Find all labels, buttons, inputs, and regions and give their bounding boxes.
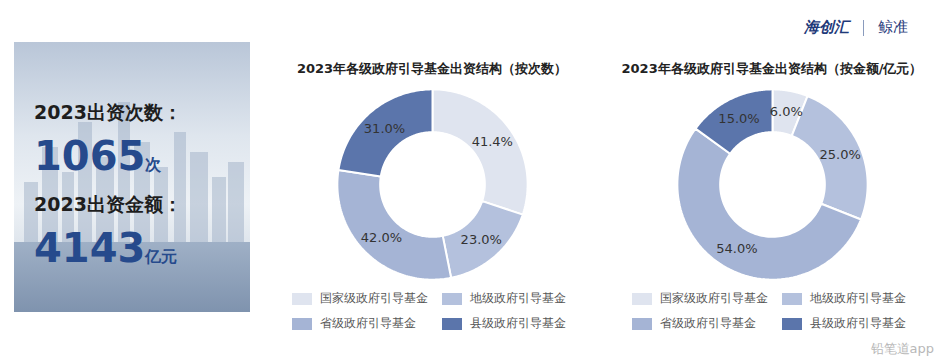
html-text:4143: 4143 [34,225,146,271]
html-text:县级政府引导基金: 县级政府引导基金 [810,316,906,330]
html-text:铅笔道app: 铅笔道app [870,341,934,356]
svg-text:23.0%: 23.0% [461,232,502,247]
svg-text:31.0%: 31.0% [364,121,405,136]
html-text:2023年各级政府引导基金出资结构（按金额/亿元）: 2023年各级政府引导基金出资结构（按金额/亿元） [621,61,923,76]
html-text:鲸准: 鲸准 [878,18,908,36]
html-text:次: 次 [145,155,162,174]
svg-text:25.0%: 25.0% [820,147,861,162]
html-text:海创汇: 海创汇 [804,18,849,36]
html-text:省级政府引导基金: 省级政府引导基金 [660,316,756,330]
html-text:国家级政府引导基金: 国家级政府引导基金 [660,291,768,305]
html-text:县级政府引导基金: 县级政府引导基金 [470,316,566,330]
html-text:地级政府引导基金: 地级政府引导基金 [810,291,906,305]
html-text:国家级政府引导基金: 国家级政府引导基金 [320,291,428,305]
svg-text:15.0%: 15.0% [718,111,759,126]
svg-text:42.0%: 42.0% [361,230,402,245]
html-text:2023出资金额：: 2023出资金额： [34,193,182,215]
svg-text:6.0%: 6.0% [770,104,803,119]
html-text:亿元: 亿元 [145,247,178,266]
html-text:1065: 1065 [34,133,146,179]
html-text:地级政府引导基金: 地级政府引导基金 [470,291,566,305]
html-text:2023出资次数：: 2023出资次数： [34,101,182,123]
html-text:2023年各级政府引导基金出资结构（按次数）: 2023年各级政府引导基金出资结构（按次数） [296,61,568,76]
html-text:省级政府引导基金: 省级政府引导基金 [320,316,416,330]
svg-text:54.0%: 54.0% [716,241,757,256]
svg-text:41.4%: 41.4% [472,134,513,149]
